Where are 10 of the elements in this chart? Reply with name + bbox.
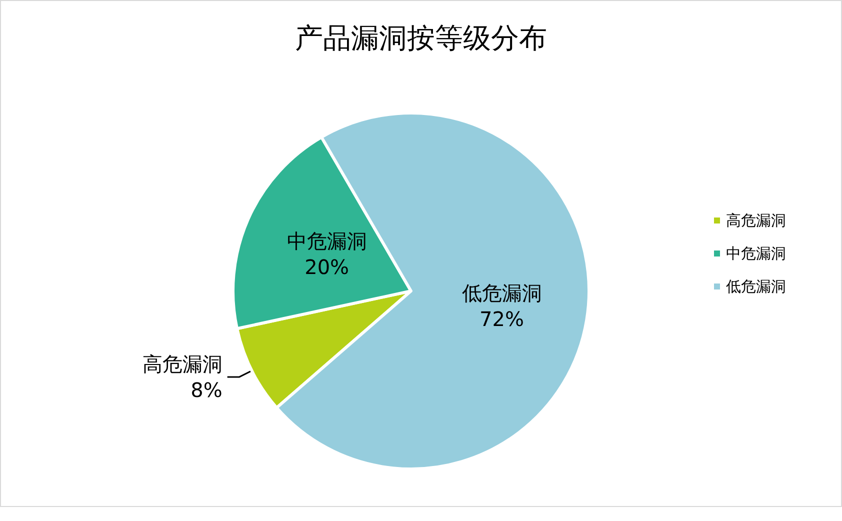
slice-label: 高危漏洞 bbox=[142, 352, 222, 376]
legend-label: 中危漏洞 bbox=[726, 244, 786, 262]
chart-title: 产品漏洞按等级分布 bbox=[295, 22, 547, 54]
legend-label: 低危漏洞 bbox=[726, 278, 786, 296]
data-label: 20% bbox=[304, 254, 350, 279]
data-label: 8% bbox=[190, 378, 222, 402]
data-label: 72% bbox=[480, 307, 524, 332]
slice-label: 低危漏洞 bbox=[462, 281, 542, 306]
slice-label: 中危漏洞 bbox=[286, 228, 367, 253]
legend-label: 高危漏洞 bbox=[726, 212, 786, 230]
